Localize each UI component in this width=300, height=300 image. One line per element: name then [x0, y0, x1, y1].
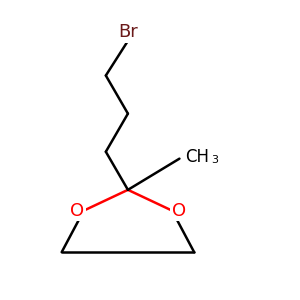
Text: O: O [172, 202, 186, 220]
Text: O: O [70, 202, 84, 220]
Text: Br: Br [118, 23, 138, 41]
Text: CH: CH [185, 148, 209, 166]
Text: 3: 3 [211, 155, 218, 165]
